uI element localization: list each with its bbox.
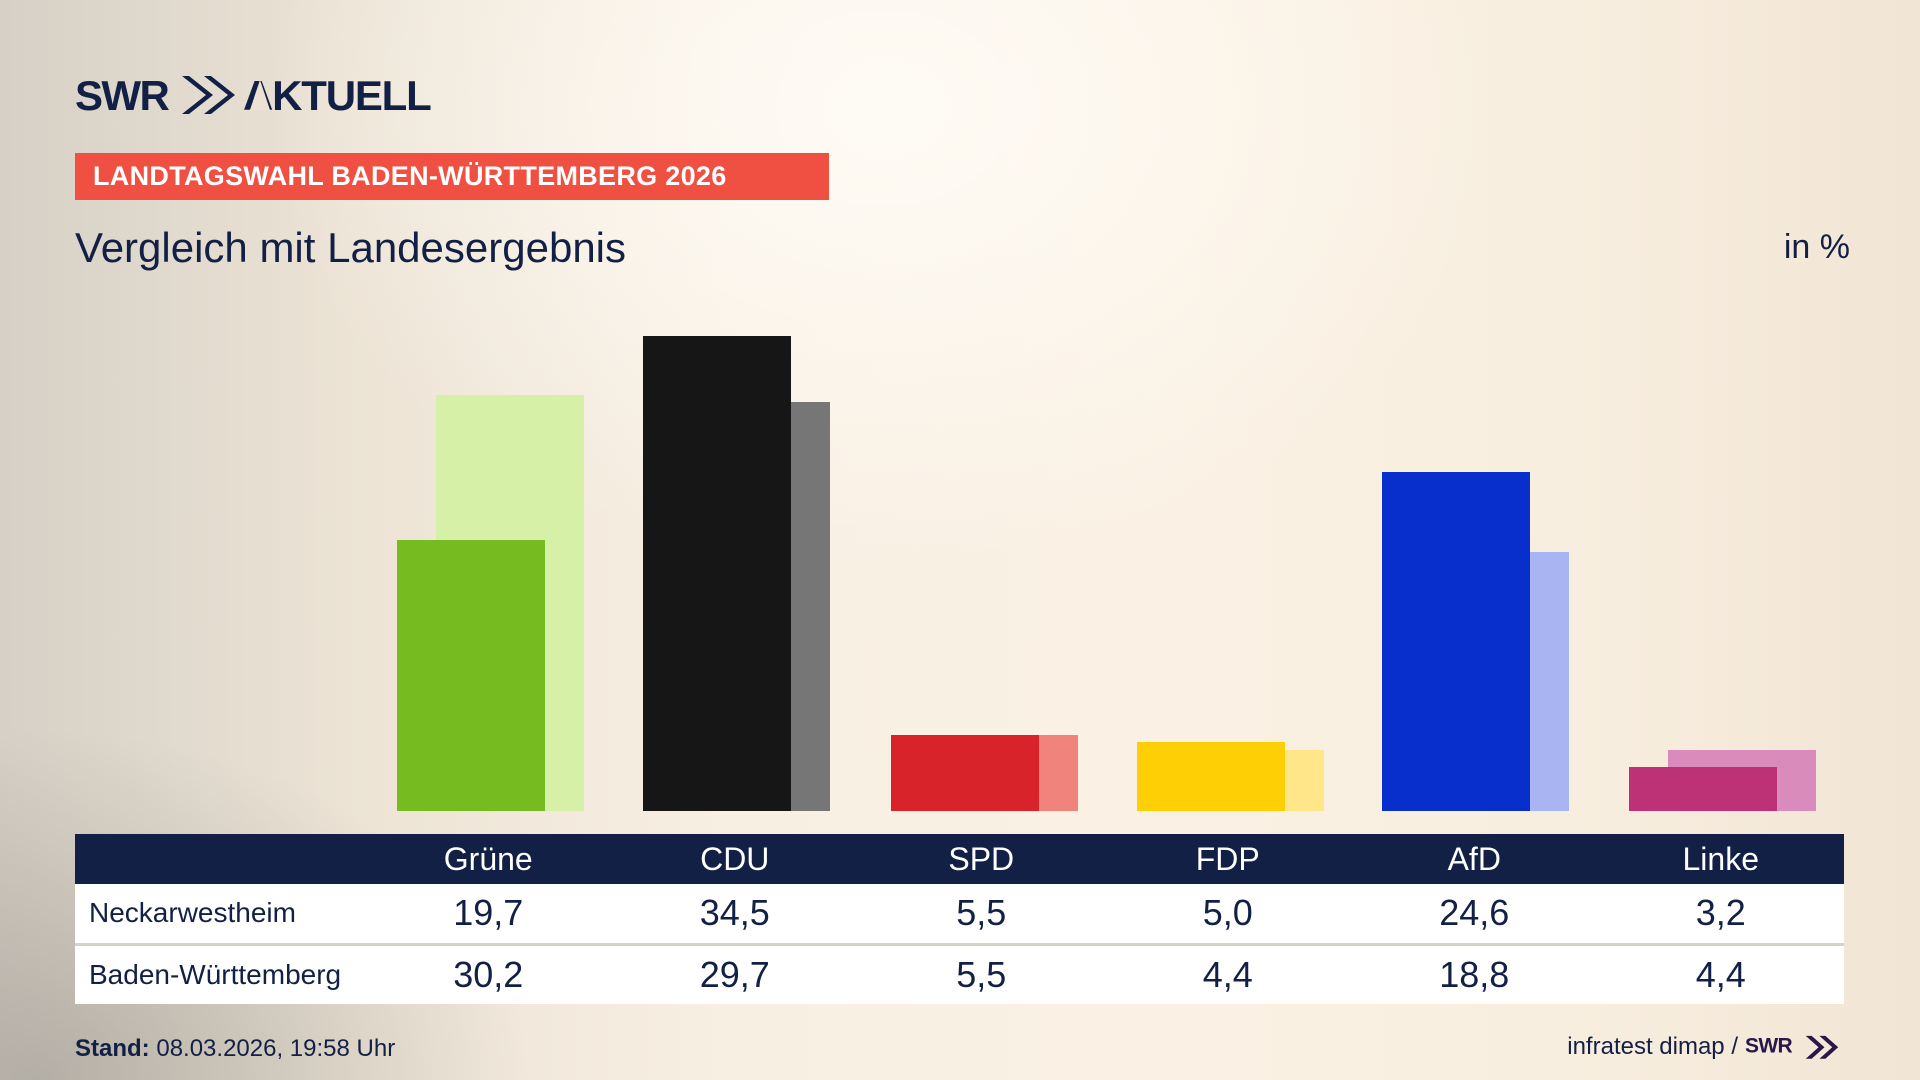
svg-text:SWR: SWR	[1745, 1034, 1792, 1057]
